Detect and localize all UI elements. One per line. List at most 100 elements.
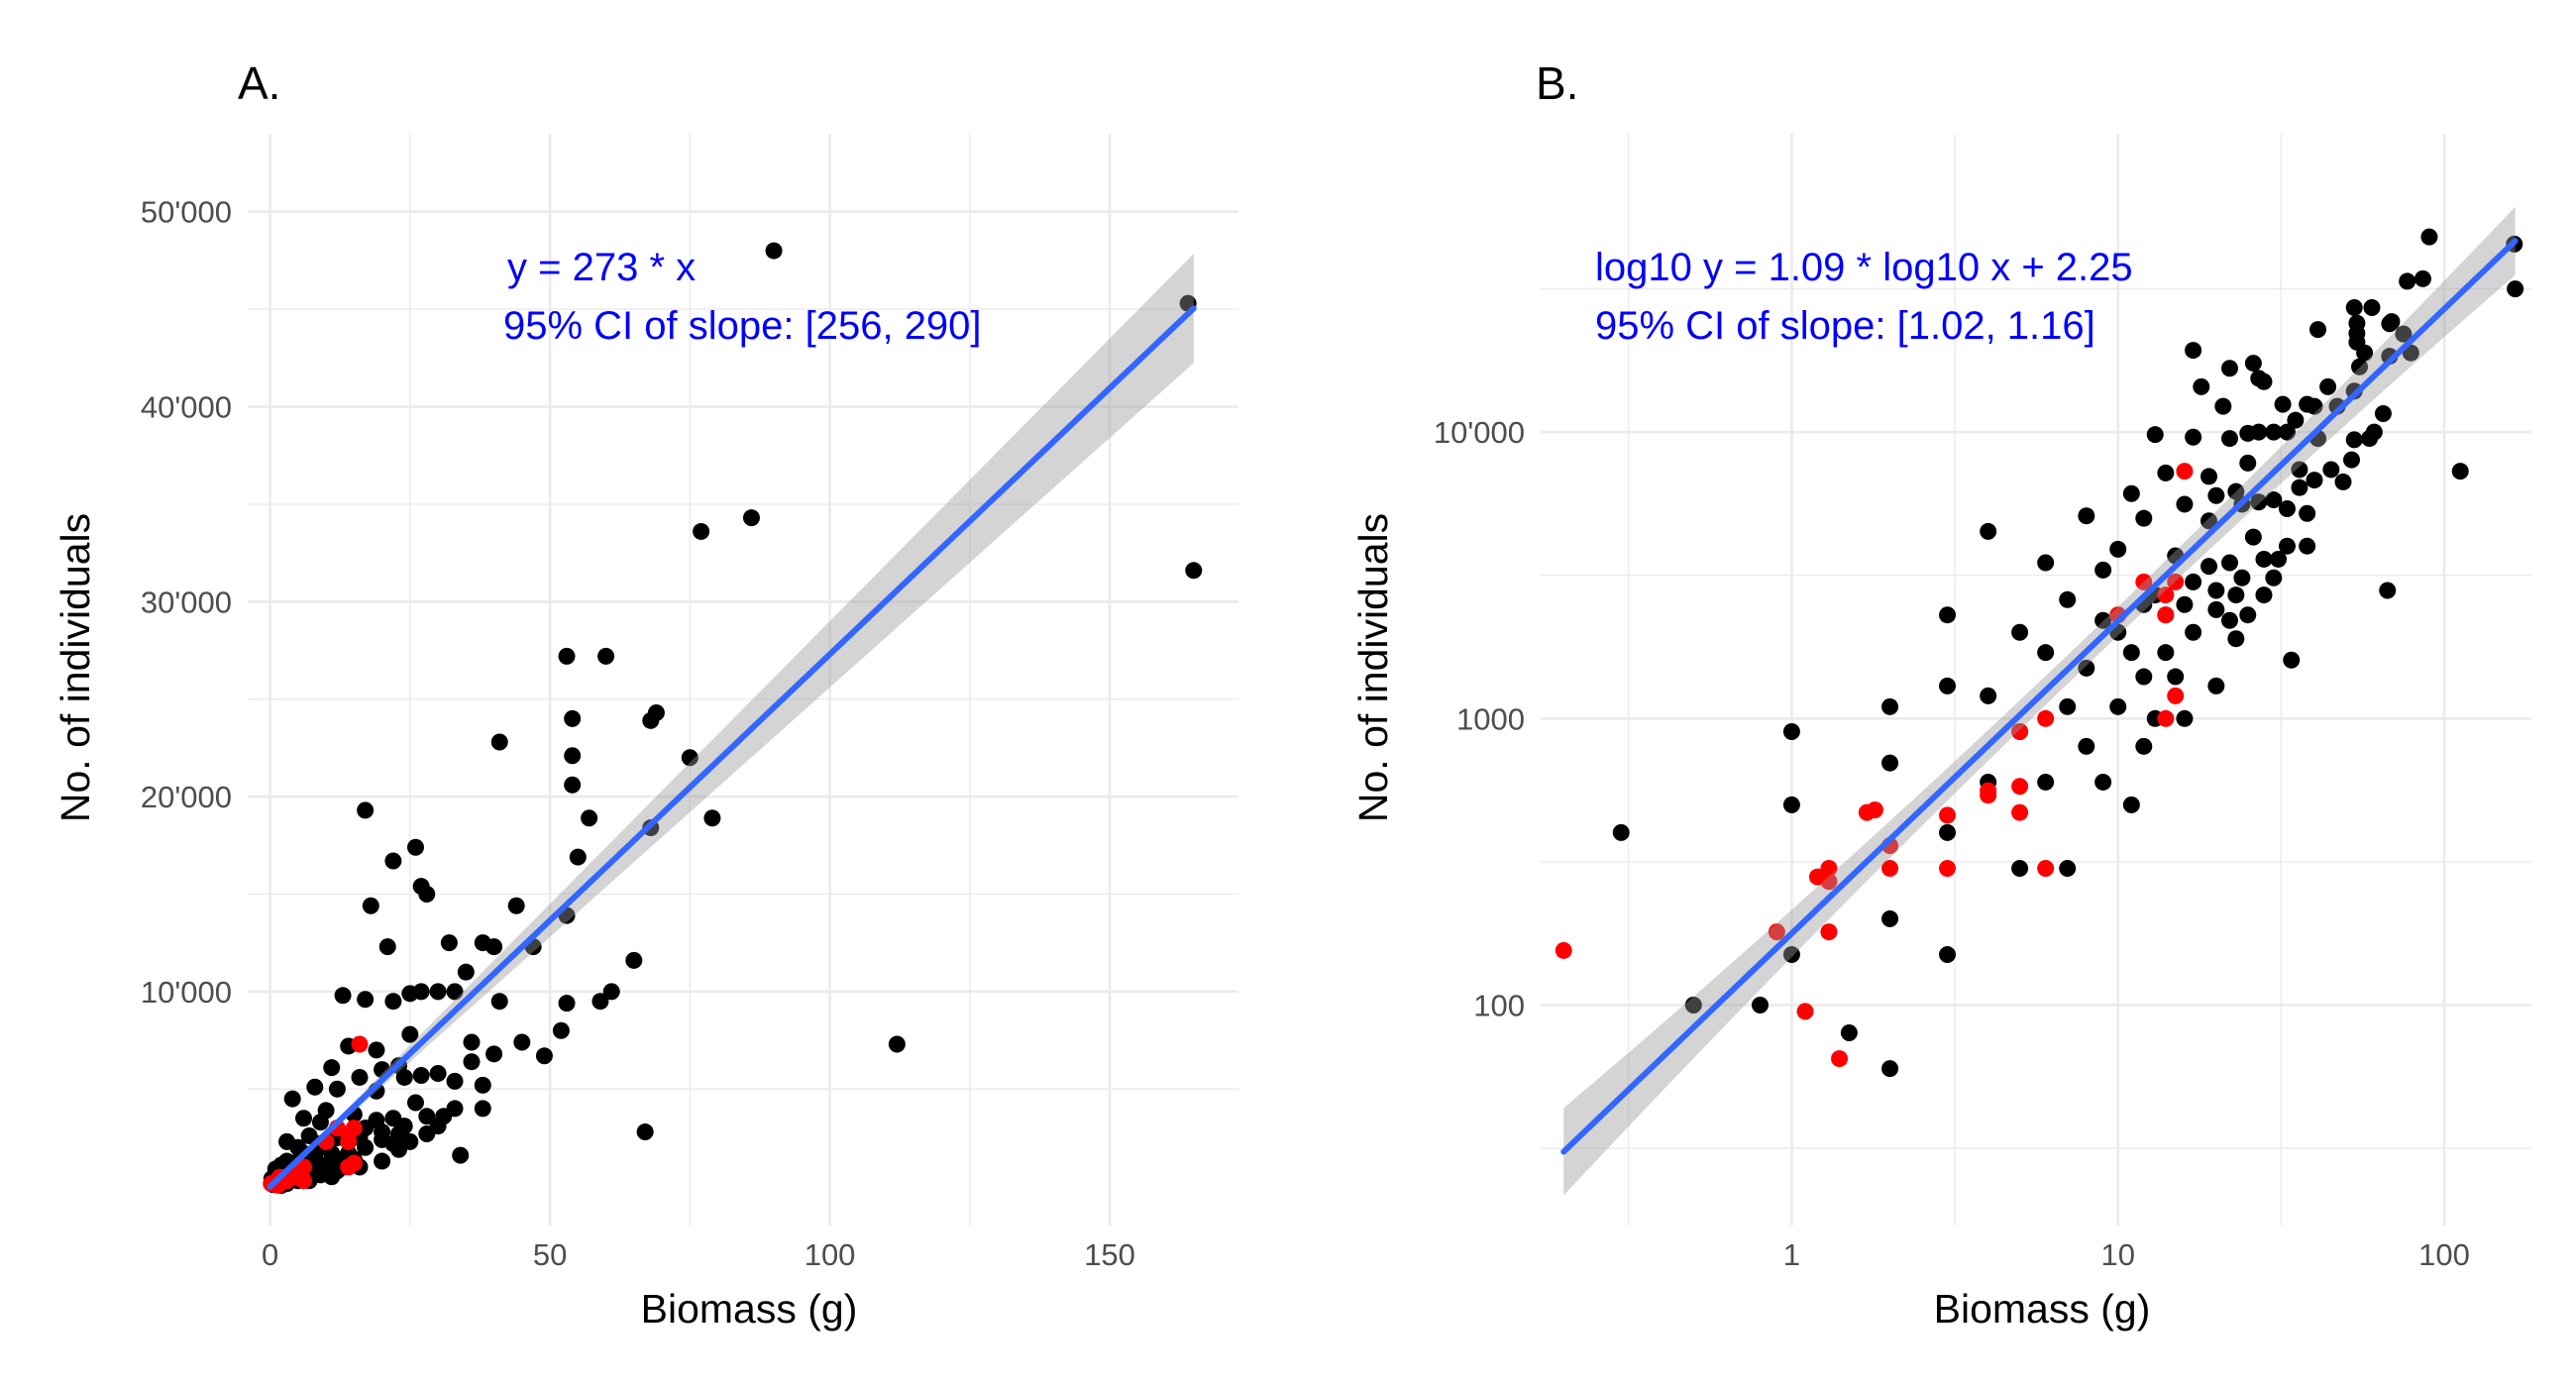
data-point — [1939, 806, 1956, 823]
y-axis-title: No. of individuals — [53, 513, 98, 822]
data-point — [536, 1047, 553, 1064]
data-point — [475, 1077, 491, 1094]
data-point — [284, 1091, 301, 1108]
data-point — [2255, 551, 2272, 568]
confidence-band — [270, 254, 1194, 1187]
data-point — [463, 1034, 480, 1051]
data-point — [357, 801, 374, 818]
data-point — [625, 952, 642, 969]
data-point — [2176, 495, 2193, 512]
data-point — [340, 1158, 357, 1175]
data-point — [2185, 624, 2201, 641]
data-point — [1980, 523, 1996, 540]
fit-annotation: log10 y = 1.09 * log10 x + 2.25 — [1595, 246, 2133, 289]
data-point — [384, 993, 401, 1010]
data-point — [570, 849, 587, 866]
y-tick-label: 10'000 — [141, 975, 232, 1010]
data-point — [2207, 601, 2224, 618]
data-point — [2299, 538, 2315, 555]
data-point — [2185, 342, 2201, 359]
data-point — [553, 1022, 570, 1039]
data-point — [363, 898, 379, 914]
data-point — [2283, 652, 2300, 669]
data-point — [2059, 591, 2076, 608]
data-point — [2291, 480, 2308, 496]
data-point — [491, 993, 508, 1010]
data-point — [2123, 644, 2140, 661]
data-point — [2363, 299, 2380, 316]
data-point — [441, 934, 458, 951]
data-point — [491, 733, 508, 750]
data-point — [2245, 529, 2262, 546]
x-tick-label: 1 — [1783, 1237, 1800, 1272]
data-point — [766, 243, 783, 260]
data-point — [637, 1123, 654, 1140]
data-point — [2135, 510, 2152, 527]
data-point — [384, 853, 401, 870]
data-point — [2239, 455, 2256, 472]
data-point — [2379, 583, 2396, 599]
data-point — [2078, 507, 2094, 524]
panel-b: 100 1000 10'000 1 10 100 Biomass (g) No. of ind… — [1350, 57, 2531, 1332]
data-point — [2200, 468, 2217, 484]
data-point — [2245, 355, 2262, 372]
data-point — [2306, 472, 2322, 488]
data-point — [2255, 373, 2272, 390]
data-point — [2420, 229, 2437, 246]
data-point — [295, 1172, 312, 1189]
y-tick-label: 100 — [1473, 988, 1525, 1022]
data-point — [418, 886, 435, 903]
y-tick-label: 40'000 — [141, 390, 232, 425]
x-tick-label: 10 — [2100, 1237, 2134, 1272]
data-point — [2094, 562, 2111, 579]
data-point — [323, 1168, 340, 1185]
data-point — [2059, 698, 2076, 715]
data-point — [407, 1095, 424, 1112]
data-point — [463, 1053, 480, 1070]
data-point — [2375, 405, 2392, 422]
panel-a: 10'000 20'000 30'000 40'000 50'000 0 50 100 150 B… — [53, 57, 1238, 1332]
data-point — [564, 747, 581, 764]
data-point — [1939, 678, 1956, 694]
data-point — [312, 1114, 329, 1130]
data-point — [564, 710, 581, 727]
data-point — [2011, 804, 2028, 821]
data-point — [2123, 797, 2140, 813]
x-tick-label: 100 — [2418, 1237, 2470, 1272]
data-point — [430, 983, 447, 1000]
data-point — [703, 809, 720, 826]
data-point — [2233, 570, 2250, 587]
data-point — [329, 1081, 346, 1098]
data-point — [306, 1079, 323, 1096]
data-point — [2157, 606, 2174, 623]
data-point — [1939, 860, 1956, 877]
data-point — [351, 1069, 368, 1086]
data-point — [2399, 272, 2415, 289]
data-point — [642, 712, 659, 729]
data-point — [2167, 669, 2184, 686]
data-point — [2059, 860, 2076, 877]
data-point — [1783, 723, 1800, 740]
fit-annotation: y = 273 * x — [507, 246, 696, 289]
data-point — [2221, 554, 2238, 571]
data-point — [340, 1133, 357, 1150]
fit-annotation: 95% CI of slope: [256, 290] — [503, 304, 982, 348]
data-point — [1881, 755, 1898, 772]
x-axis-title: Biomass (g) — [641, 1286, 858, 1332]
data-point — [2176, 463, 2193, 480]
data-point — [2193, 378, 2209, 395]
x-tick-label: 0 — [262, 1237, 278, 1272]
data-point — [2270, 551, 2287, 568]
data-point — [2011, 778, 2028, 795]
data-point — [2176, 710, 2193, 727]
regression-line — [1563, 241, 2515, 1151]
data-point — [2037, 774, 2054, 791]
data-point — [413, 1067, 430, 1084]
data-point — [2037, 554, 2054, 571]
data-point — [2265, 570, 2282, 587]
data-point — [295, 1110, 312, 1126]
data-point — [564, 777, 581, 794]
data-point — [2279, 500, 2296, 517]
data-point — [2147, 426, 2164, 443]
